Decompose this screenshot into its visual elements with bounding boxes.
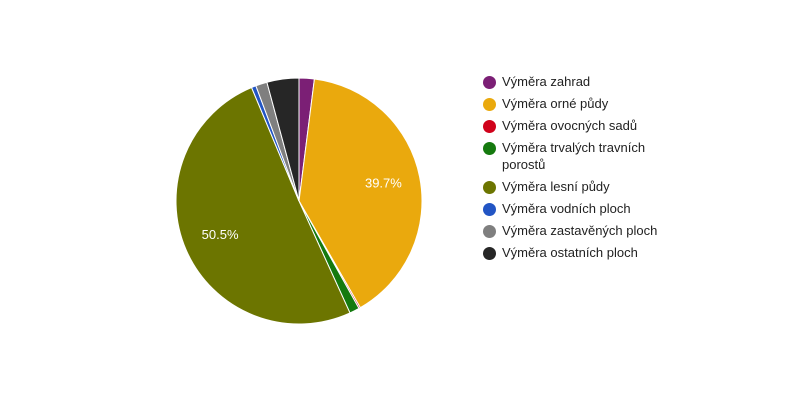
legend-label: Výměra ostatních ploch bbox=[502, 244, 662, 261]
legend-item[interactable]: Výměra ovocných sadů bbox=[483, 117, 783, 134]
legend-item[interactable]: Výměra vodních ploch bbox=[483, 200, 783, 217]
legend-item[interactable]: Výměra lesní půdy bbox=[483, 178, 783, 195]
legend-item[interactable]: Výměra orné půdy bbox=[483, 95, 783, 112]
legend-marker bbox=[483, 203, 496, 216]
legend-marker bbox=[483, 225, 496, 238]
slice-data-label: 50.5% bbox=[202, 227, 239, 242]
legend-label: Výměra zahrad bbox=[502, 73, 662, 90]
legend-item[interactable]: Výměra trvalých travních porostů bbox=[483, 139, 783, 173]
legend-item[interactable]: Výměra zahrad bbox=[483, 73, 783, 90]
legend-label: Výměra ovocných sadů bbox=[502, 117, 662, 134]
legend-label: Výměra zastavěných ploch bbox=[502, 222, 662, 239]
legend-marker bbox=[483, 247, 496, 260]
legend-item[interactable]: Výměra ostatních ploch bbox=[483, 244, 783, 261]
legend-label: Výměra vodních ploch bbox=[502, 200, 662, 217]
legend-item[interactable]: Výměra zastavěných ploch bbox=[483, 222, 783, 239]
legend-label: Výměra trvalých travních porostů bbox=[502, 139, 662, 173]
legend-marker bbox=[483, 142, 496, 155]
slice-data-label: 39.7% bbox=[365, 176, 402, 191]
legend-label: Výměra lesní půdy bbox=[502, 178, 662, 195]
legend: Výměra zahrad Výměra orné půdy Výměra ovoc… bbox=[483, 73, 783, 266]
legend-marker bbox=[483, 120, 496, 133]
legend-marker bbox=[483, 76, 496, 89]
legend-marker bbox=[483, 181, 496, 194]
legend-marker bbox=[483, 98, 496, 111]
legend-label: Výměra orné půdy bbox=[502, 95, 662, 112]
